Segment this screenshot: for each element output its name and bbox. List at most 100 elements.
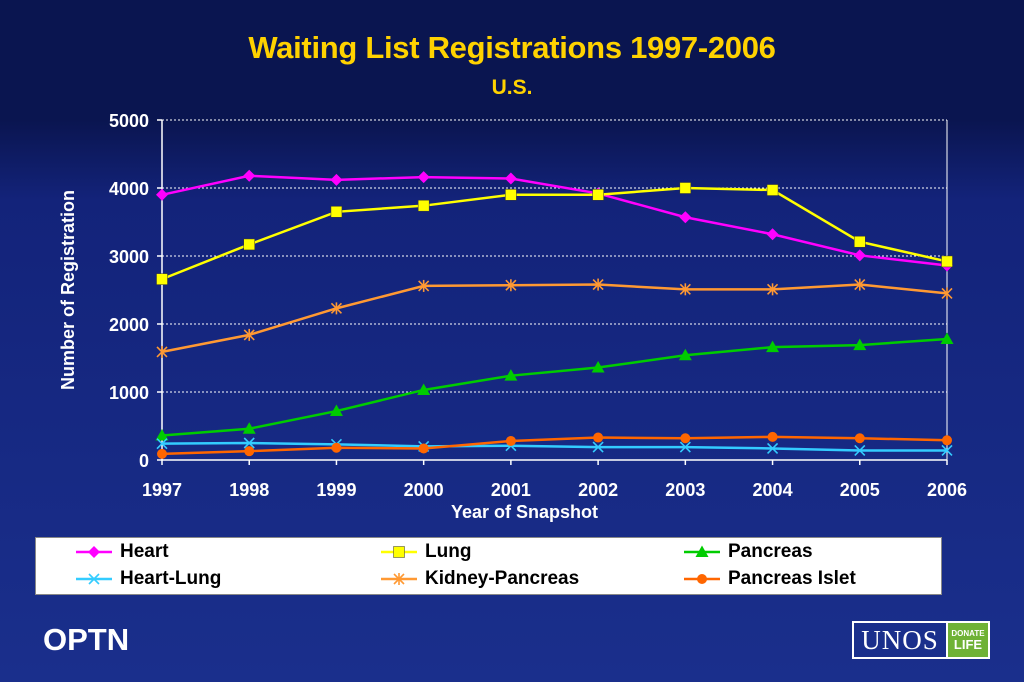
line-chart: 0 1000 2000 3000 4000 5000 1997 1998 1999 2000 200… (58, 169, 967, 522)
x-tick-label: 1997 (142, 480, 182, 500)
donate-label: DONATE (951, 628, 985, 638)
legend-swatch-lung (381, 546, 417, 558)
series-kidney-pancreas (156, 278, 953, 358)
data-point-lung (679, 182, 692, 194)
legend-marker-kidney-pancreas (393, 573, 405, 585)
data-point-lung (156, 273, 168, 285)
data-point-heart-lung (156, 438, 168, 450)
data-point-pancreas (591, 361, 605, 373)
legend-label-pancreas-islet: Pancreas Islet (728, 568, 856, 589)
data-point-kidney-pancreas (330, 302, 343, 315)
y-tick-label: 0 (139, 451, 149, 471)
series-line-pancreas (161, 337, 948, 437)
life-label: LIFE (953, 636, 983, 652)
data-point-pancreas-islet (854, 433, 865, 444)
data-point-pancreas-islet (331, 442, 342, 453)
data-point-pancreas (242, 422, 256, 434)
series-line-heart-lung (161, 441, 947, 452)
legend-label-pancreas: Pancreas (728, 541, 813, 562)
data-point-pancreas-islet (593, 432, 604, 443)
data-point-heart (853, 249, 866, 262)
legend-label-heart: Heart (120, 541, 169, 562)
x-tick-label: 2003 (665, 480, 705, 500)
series-pancreas-islet (157, 431, 952, 459)
data-point-lung (941, 255, 953, 268)
unos-logo-text: UNOS (854, 623, 946, 657)
x-axis-label: Year of Snapshot (451, 502, 598, 522)
series-line-heart (161, 174, 948, 267)
data-point-heart (766, 228, 779, 241)
x-tick-label: 2002 (578, 480, 618, 500)
series-line-lung (161, 186, 948, 281)
data-point-lung (243, 238, 255, 251)
data-point-heart (156, 188, 168, 201)
data-point-kidney-pancreas (854, 278, 866, 291)
data-point-kidney-pancreas (418, 279, 430, 292)
legend-item-lung: Lung (381, 541, 471, 563)
legend-swatch-pancreas (684, 545, 720, 557)
x-tick-label: 2000 (404, 480, 444, 500)
data-point-pancreas (329, 404, 343, 417)
legend-item-heart-lung: Heart-Lung (76, 568, 221, 590)
legend-swatch-pancreas-islet (684, 574, 720, 584)
series-lung (156, 182, 953, 285)
legend-marker-pancreas (695, 545, 709, 557)
data-point-lung (330, 206, 343, 218)
series-pancreas (155, 332, 954, 441)
y-tick-label: 4000 (109, 179, 149, 199)
legend-label-lung: Lung (425, 541, 472, 562)
data-point-lung (505, 189, 517, 201)
legend-marker-pancreas-islet (697, 574, 707, 584)
chart-subtitle: U.S. (491, 76, 533, 99)
legend-swatch-heart-lung (76, 573, 112, 585)
data-point-pancreas (504, 369, 518, 381)
data-point-pancreas-islet (157, 448, 167, 459)
x-tick-label: 2004 (753, 480, 793, 500)
data-point-heart-lung (941, 444, 953, 457)
legend-label-kidney-pancreas: Kidney-Pancreas (425, 568, 580, 589)
data-point-heart-lung (766, 442, 779, 455)
legend-swatch-heart (76, 546, 112, 558)
x-tick-label: 1999 (316, 480, 356, 500)
data-point-lung (592, 189, 604, 201)
chart-legend: Heart Lung Pancreas Heart-Lung Kidney-Pancre… (35, 537, 942, 595)
x-tick-label: 2006 (927, 480, 967, 500)
data-point-pancreas (678, 348, 692, 361)
data-point-kidney-pancreas (766, 283, 779, 296)
data-point-pancreas-islet (418, 443, 429, 454)
x-tick-label: 2005 (840, 480, 880, 500)
y-tick-label: 3000 (109, 247, 149, 267)
data-point-pancreas-islet (505, 435, 516, 446)
legend-marker-heart (88, 546, 100, 558)
data-point-pancreas-islet (767, 431, 778, 442)
data-point-lung (854, 235, 866, 248)
series-line-pancreas-islet (161, 435, 948, 456)
y-tick-label: 2000 (109, 315, 149, 335)
legend-marker-lung (393, 546, 405, 558)
chart-title: Waiting List Registrations 1997-2006 (248, 30, 776, 65)
data-point-kidney-pancreas (941, 287, 953, 300)
legend-swatch-kidney-pancreas (381, 573, 417, 585)
data-point-kidney-pancreas (679, 283, 691, 296)
data-point-heart (504, 172, 517, 185)
legend-marker-heart-lung (88, 573, 100, 585)
data-point-pancreas-islet (942, 435, 952, 446)
data-point-heart (417, 171, 430, 184)
data-point-lung (417, 199, 430, 212)
data-point-heart-lung (592, 441, 604, 453)
data-point-pancreas (417, 383, 431, 395)
data-point-heart (330, 173, 343, 186)
series-heart-lung (156, 437, 953, 457)
data-point-pancreas (853, 338, 867, 351)
legend-item-kidney-pancreas: Kidney-Pancreas (381, 568, 579, 590)
x-tick-label: 2001 (491, 480, 531, 500)
donate-life-badge: DONATE LIFE (946, 623, 988, 657)
data-point-heart (679, 211, 692, 224)
data-point-heart-lung (243, 437, 255, 449)
legend-label-heart-lung: Heart-Lung (120, 568, 222, 589)
data-point-pancreas-islet (680, 433, 691, 444)
data-point-kidney-pancreas (505, 279, 517, 292)
legend-item-heart: Heart (76, 541, 169, 563)
data-point-pancreas (155, 429, 169, 441)
y-axis-label: Number of Registration (58, 190, 78, 390)
